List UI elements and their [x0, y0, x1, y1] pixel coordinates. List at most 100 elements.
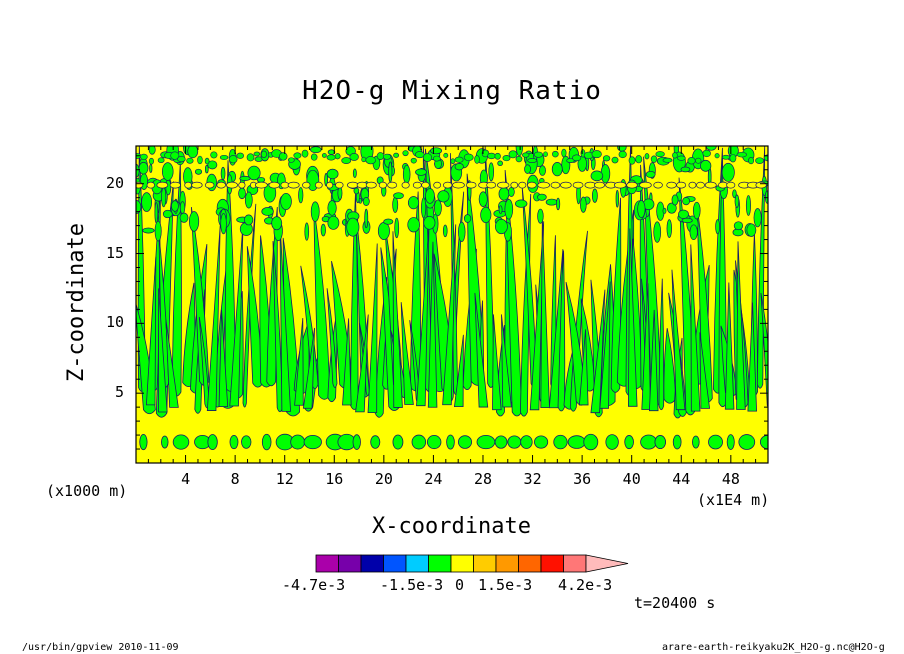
upper-patch: [304, 222, 310, 241]
colorbar-label: -4.7e-3: [282, 576, 346, 594]
upper-patch: [310, 146, 322, 154]
colorbar-segment: [540, 554, 564, 573]
band-patch: [465, 181, 477, 189]
upper-patch: [692, 201, 701, 220]
low-band-blob: [303, 434, 322, 450]
band-patch: [146, 181, 155, 189]
top-patch: [533, 151, 544, 158]
band-patch: [510, 181, 519, 189]
low-band-blob: [446, 434, 455, 450]
top-patch: [287, 157, 295, 163]
low-band-blob: [654, 435, 667, 450]
plume-base: [453, 334, 464, 407]
upper-patch: [498, 187, 510, 201]
upper-patch: [383, 218, 394, 225]
upper-patch: [437, 190, 450, 203]
upper-patch: [421, 197, 427, 219]
x-tick-label: 32: [523, 470, 542, 488]
top-patch: [219, 154, 229, 160]
upper-patch: [497, 160, 503, 167]
low-band-blob: [161, 435, 169, 449]
top-patch: [321, 153, 327, 158]
upper-patch: [407, 196, 420, 210]
top-patch: [293, 152, 302, 159]
upper-patch: [189, 211, 200, 232]
top-patch: [349, 152, 359, 161]
upper-patch: [362, 197, 370, 207]
upper-patch: [244, 191, 253, 209]
y-tick-label: 15: [106, 243, 125, 262]
top-patch: [702, 149, 711, 158]
upper-patch: [478, 191, 488, 207]
band-patch: [653, 181, 663, 189]
upper-patch: [161, 162, 174, 181]
upper-patch: [358, 197, 362, 204]
top-patch: [494, 152, 501, 160]
upper-patch: [682, 196, 691, 206]
top-patch: [454, 156, 464, 163]
top-patch: [618, 150, 627, 159]
top-patch: [197, 155, 203, 165]
top-patch: [402, 150, 409, 157]
low-band-blob: [726, 434, 735, 450]
plume-base: [474, 292, 489, 408]
band-patch: [169, 181, 181, 189]
top-patch: [236, 152, 244, 159]
plume-base: [599, 281, 611, 409]
band-patch: [204, 181, 215, 189]
x-tick-label: 24: [424, 470, 443, 488]
top-patch: [450, 158, 456, 164]
upper-patch: [733, 221, 744, 231]
colorbar-label: 1.5e-3: [478, 576, 533, 594]
low-band-blob: [567, 435, 586, 449]
upper-patch: [346, 217, 360, 237]
upper-patch: [220, 213, 227, 235]
top-patch: [260, 150, 267, 159]
upper-patch: [662, 207, 667, 214]
top-patch: [157, 157, 165, 163]
upper-patch: [556, 197, 561, 211]
plume-base: [400, 302, 414, 405]
plot-frame: [135, 145, 769, 464]
upper-patch: [407, 217, 420, 233]
low-band-blob: [553, 434, 568, 450]
plume-base: [501, 314, 512, 408]
top-patch: [310, 153, 318, 161]
upper-patch: [142, 227, 155, 234]
upper-patch: [590, 170, 604, 182]
band-patch: [401, 181, 410, 189]
low-band-blob: [411, 434, 427, 450]
upper-patch: [680, 166, 691, 173]
upper-patch: [327, 200, 337, 216]
colorbar-segment: [360, 554, 384, 573]
upper-patch: [415, 168, 427, 176]
upper-patch: [162, 209, 173, 219]
top-patch: [611, 156, 619, 164]
upper-patch: [148, 146, 156, 155]
low-band-blob: [708, 434, 723, 450]
plume-base: [158, 288, 168, 413]
x-tick-label: 4: [181, 470, 191, 488]
x-tick-label: 8: [230, 470, 240, 488]
plume: [266, 206, 278, 387]
low-band-blob: [290, 434, 306, 450]
top-patch: [502, 155, 511, 162]
upper-patch: [280, 192, 292, 211]
upper-patch: [239, 175, 251, 181]
band-patch: [412, 181, 422, 189]
low-band-blob: [672, 434, 682, 450]
plume-base: [724, 282, 735, 410]
top-patch: [748, 157, 755, 165]
band-patch: [326, 181, 334, 189]
plume-base: [671, 269, 686, 411]
colorbar-segment: [450, 554, 474, 573]
band-patch: [184, 181, 192, 189]
band-patch: [365, 181, 377, 189]
upper-patch: [149, 163, 153, 173]
upper-patch: [171, 200, 179, 212]
plume-base: [690, 244, 701, 412]
band-patch: [255, 181, 268, 189]
top-patch: [414, 151, 425, 159]
top-patch: [721, 154, 730, 160]
upper-patch: [298, 187, 304, 204]
